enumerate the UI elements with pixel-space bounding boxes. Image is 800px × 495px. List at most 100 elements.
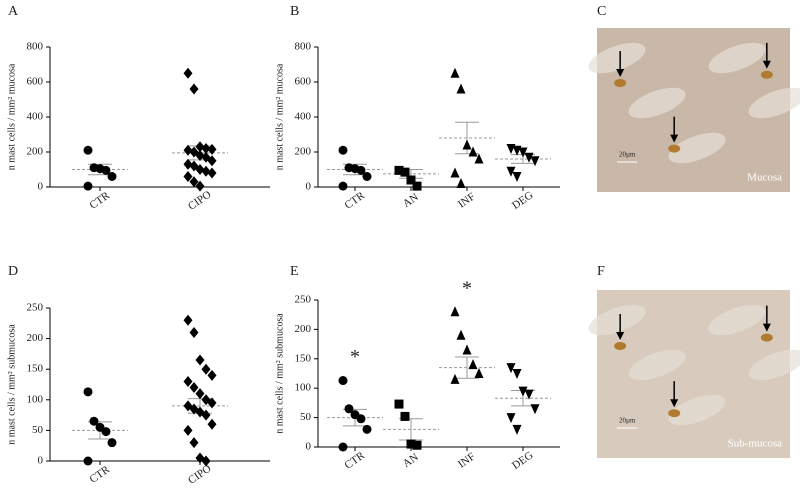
point [183,314,193,326]
point [195,180,205,192]
caption: Sub-mucosa [728,438,783,450]
point [101,427,111,437]
panel-label: B [290,4,299,19]
point [89,416,99,426]
y-tick-label: 250 [27,302,44,314]
point [338,376,348,386]
point [189,382,199,394]
y-tick-label: 200 [27,146,44,158]
mast-cell [668,144,681,153]
x-tick-label: INF [456,191,477,211]
point [400,411,410,421]
point [462,344,472,355]
tissue [748,87,800,119]
arrow-head [762,323,771,332]
point [512,424,522,435]
y-tick-label: 600 [27,76,44,88]
mast-cell [668,409,681,418]
point [201,409,211,421]
point [338,145,348,155]
point [207,418,217,430]
y-tick-label: 50 [32,424,44,436]
arrow-head [762,60,771,69]
point [195,354,205,366]
point [450,167,460,178]
point [83,181,93,191]
y-tick-label: 250 [295,294,312,306]
point [344,404,354,414]
y-tick-label: 200 [295,323,312,335]
point [512,172,522,182]
point [518,386,528,397]
y-tick-label: 0 [306,181,312,193]
point [183,424,193,436]
point [356,165,366,175]
point [183,171,193,182]
point [524,389,534,400]
point [530,156,540,167]
point [207,155,217,167]
tissue [628,87,686,119]
point [506,363,516,374]
point [450,67,460,78]
x-tick-label: CIPO [186,462,213,486]
point [524,152,534,163]
point [195,141,205,153]
point [107,438,117,448]
point [201,363,211,375]
point [207,143,217,155]
point [356,414,366,424]
point [338,181,348,191]
point [201,143,211,154]
point [195,164,205,175]
y-axis-label: n mast cells / mm² submucosa [6,324,17,445]
y-tick-label: 200 [27,332,44,344]
point [201,455,211,467]
y-tick-label: 800 [295,41,312,53]
panel-label: A [8,4,19,19]
point [195,150,205,161]
tissue [588,304,646,336]
x-tick-label: INF [456,451,477,471]
point [362,172,372,181]
point [207,397,217,409]
point [468,359,478,370]
y-axis-label: n mast cells / mm² submucosa [274,313,285,434]
point [83,387,93,397]
y-tick-label: 200 [295,146,312,158]
mast-cell [760,70,773,79]
y-tick-label: 150 [295,352,312,364]
arrow-head [670,134,679,143]
tissue [588,42,646,74]
point [456,329,466,340]
y-tick-label: 100 [27,393,44,405]
y-tick-label: 100 [295,382,312,394]
point [338,442,348,452]
tissue [708,304,766,336]
x-tick-label: DEG [510,449,535,472]
x-tick-label: DEG [510,189,535,212]
y-tick-label: 150 [27,363,44,375]
point [468,146,478,157]
annotation: * [350,346,360,368]
panel-label: D [8,264,18,279]
point [506,413,516,424]
point [362,424,372,434]
point [183,67,193,79]
y-tick-label: 600 [295,76,312,88]
y-tick-label: 0 [38,181,44,193]
point [101,165,111,175]
scale-label: 20µm [619,151,636,159]
tissue [668,394,726,426]
mast-cell [614,79,627,87]
x-tick-label: CTR [343,189,368,211]
arrow-head [670,399,679,408]
point [412,181,422,191]
point [183,158,193,170]
point [183,144,193,156]
tissue [708,42,766,74]
y-axis-label: n mast cells / mm² mucosa [274,63,285,170]
point [189,326,199,338]
tissue [668,132,726,164]
